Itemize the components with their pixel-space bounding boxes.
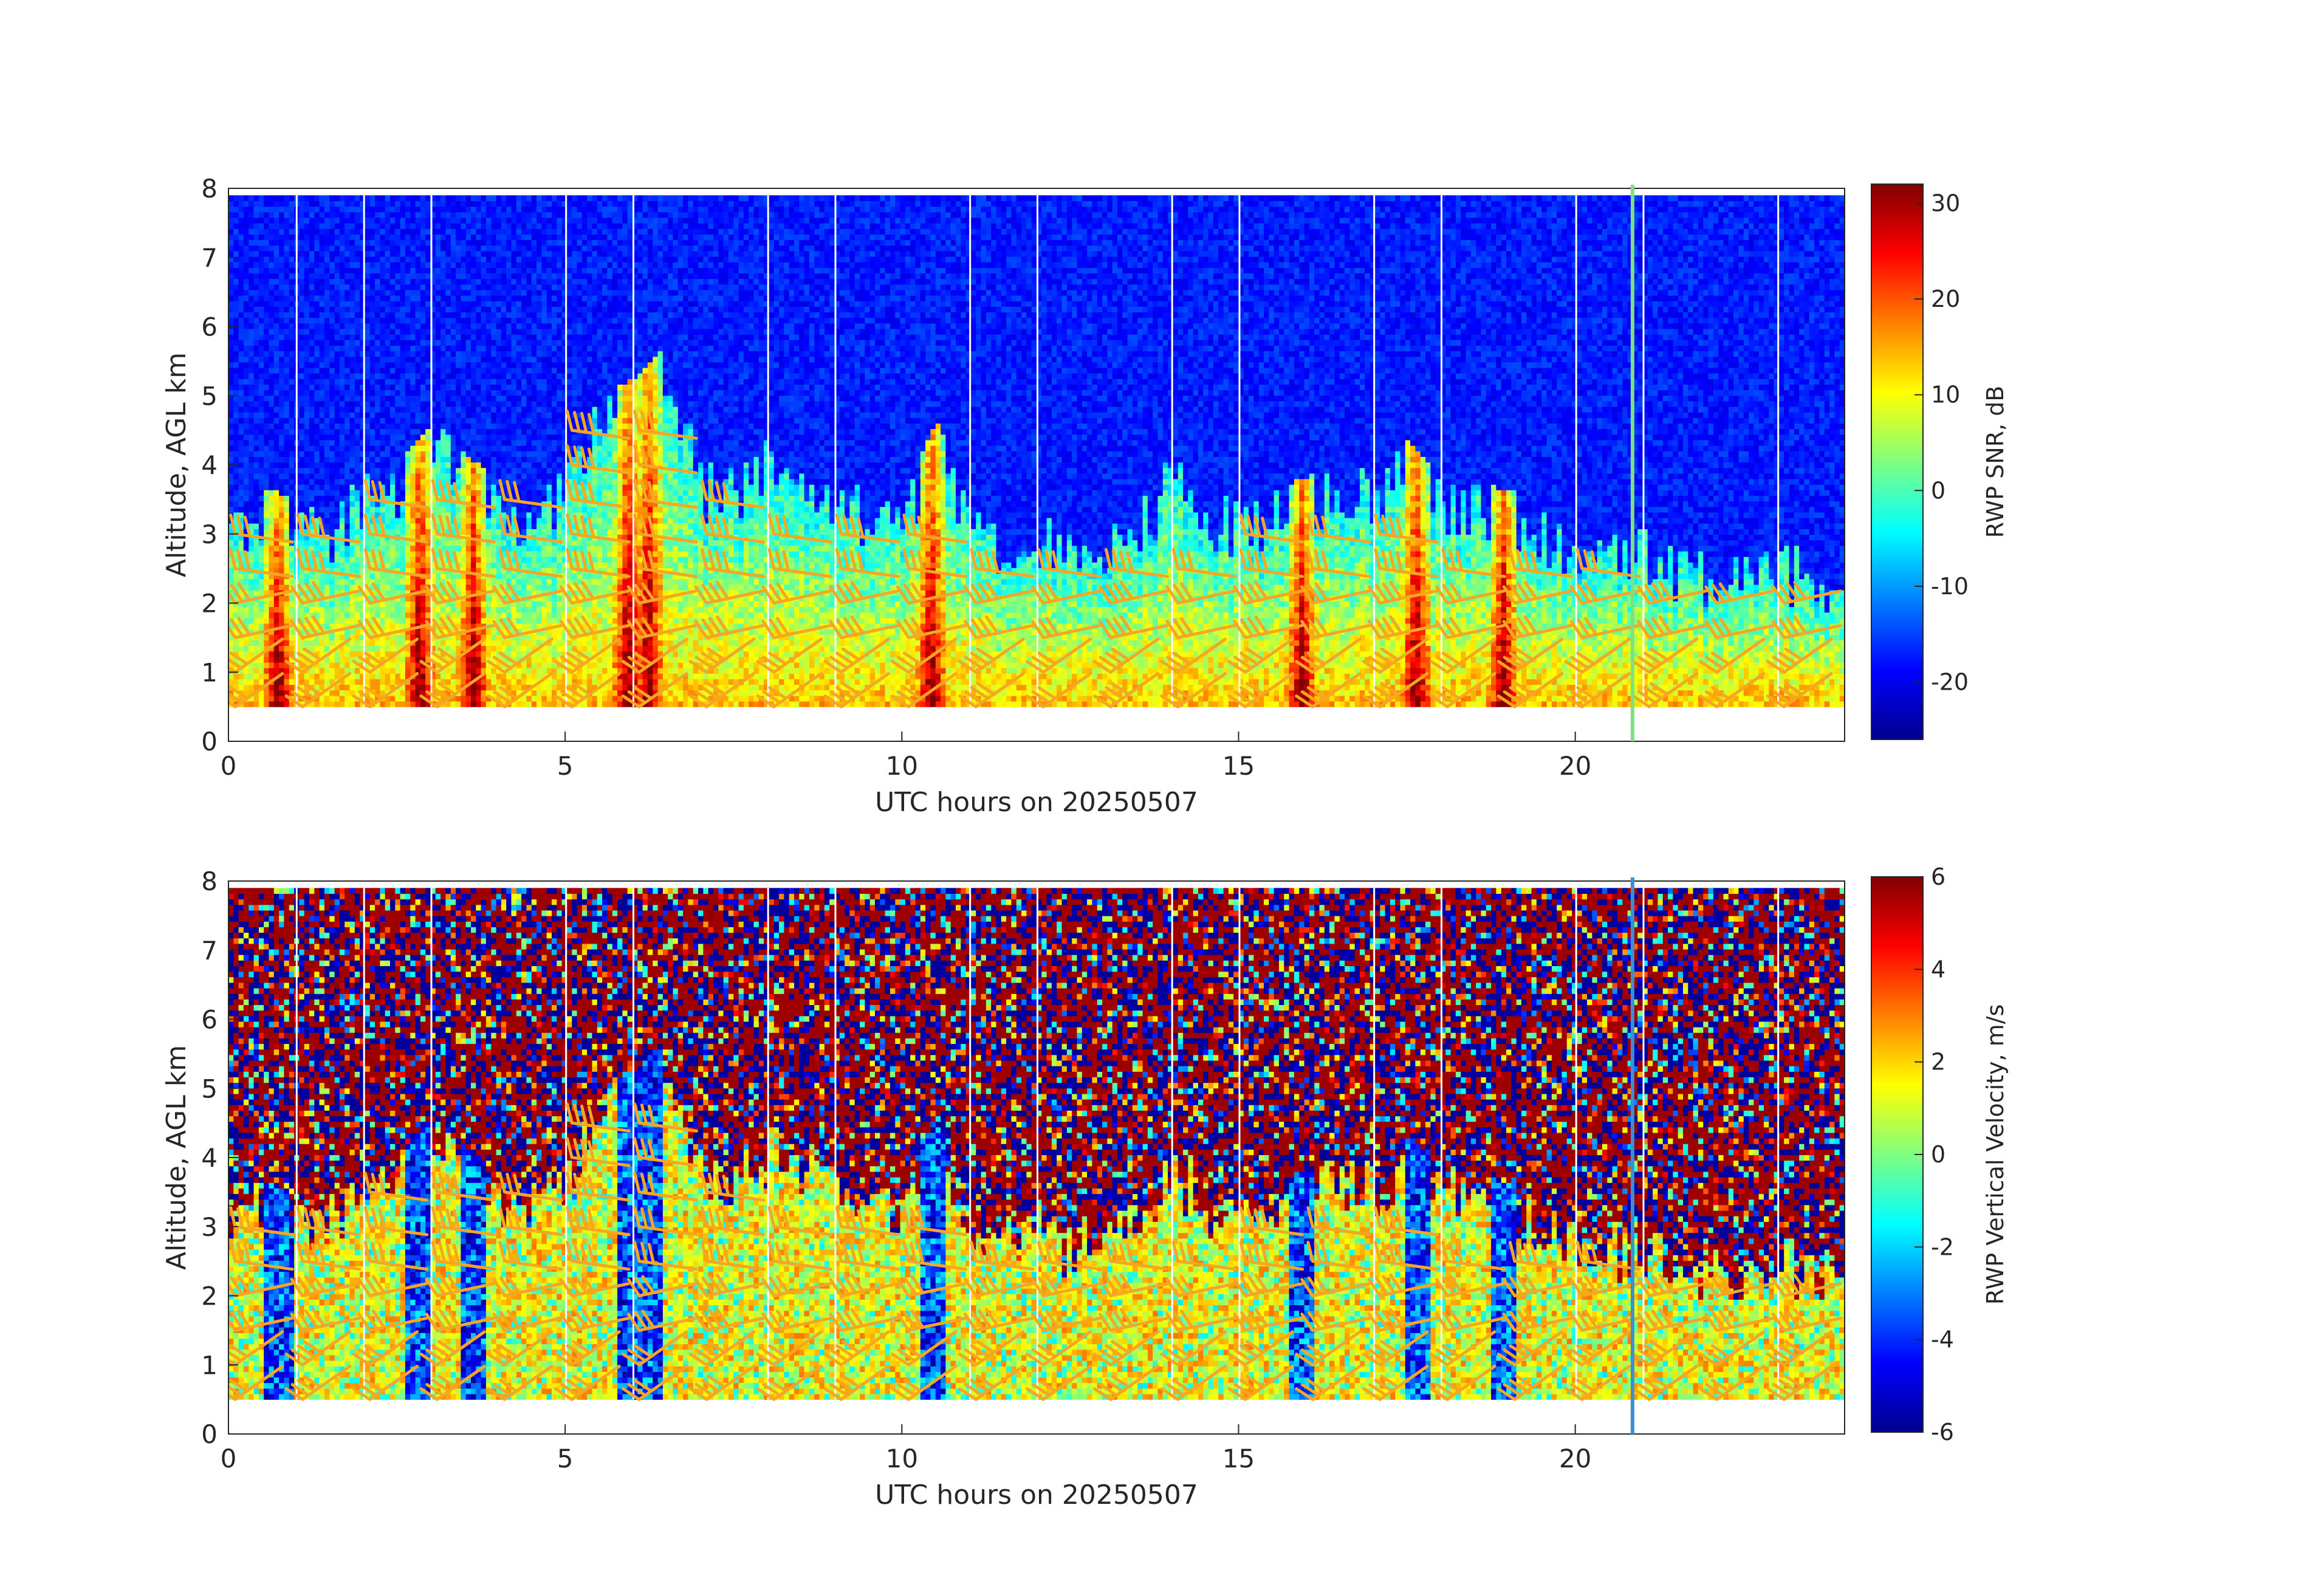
x-tick-label: 15 xyxy=(1222,1444,1255,1473)
snr-y-axis-label: Altitude, AGL km xyxy=(161,352,192,577)
colorbar-tick-label: 4 xyxy=(1931,956,1945,983)
x-tick-label: 5 xyxy=(557,1444,574,1473)
y-tick-label: 3 xyxy=(201,520,218,549)
x-tick-label: 20 xyxy=(1559,1444,1591,1473)
y-tick-label: 1 xyxy=(201,1350,218,1380)
y-tick-label: 6 xyxy=(201,1005,218,1035)
velocity-x-axis-label: UTC hours on 20250507 xyxy=(875,1480,1198,1511)
snr-colorbar-label: RWP SNR, dB xyxy=(1982,386,2009,538)
y-tick-label: 5 xyxy=(201,381,218,411)
y-tick-label: 0 xyxy=(201,1419,218,1449)
colorbar-tick-label: -20 xyxy=(1931,668,1969,695)
x-tick-label: 20 xyxy=(1559,751,1591,781)
velocity-y-axis-label: Altitude, AGL km xyxy=(161,1045,192,1270)
velocity-colorbar-label: RWP Vertical Velocity, m/s xyxy=(1982,1004,2009,1305)
snr-colorbar xyxy=(1871,184,1923,739)
y-tick-label: 8 xyxy=(201,866,218,896)
time-marker-line xyxy=(1631,185,1634,741)
colorbar-tick-label: -10 xyxy=(1931,573,1969,600)
x-tick-label: 15 xyxy=(1222,751,1255,781)
x-tick-label: 0 xyxy=(221,751,237,781)
y-tick-label: 0 xyxy=(201,727,218,756)
colorbar-tick-label: -2 xyxy=(1931,1233,1954,1260)
colorbar-tick-label: 0 xyxy=(1931,477,1945,504)
y-tick-label: 2 xyxy=(201,589,218,619)
time-marker-line xyxy=(1631,877,1634,1434)
y-tick-label: 2 xyxy=(201,1281,218,1311)
panel-snr: 0 5 10 15 20 0 1 2 3 4 5 6 7 8 UTC hours on 20250507… xyxy=(161,174,2009,818)
colorbar-tick-label: 10 xyxy=(1931,382,1960,408)
y-tick-label: 7 xyxy=(201,936,218,966)
y-tick-label: 7 xyxy=(201,243,218,273)
y-tick-label: 5 xyxy=(201,1074,218,1103)
x-tick-label: 5 xyxy=(557,751,574,781)
colorbar-tick-label: 0 xyxy=(1931,1141,1945,1168)
y-tick-label: 4 xyxy=(201,450,218,480)
colorbar-tick-label: 20 xyxy=(1931,286,1960,312)
snr-x-axis-label: UTC hours on 20250507 xyxy=(875,787,1198,818)
colorbar-tick-label: 6 xyxy=(1931,863,1945,890)
y-tick-label: 4 xyxy=(201,1143,218,1173)
colorbar-tick-label: 30 xyxy=(1931,190,1960,217)
colorbar-tick-label: -4 xyxy=(1931,1326,1954,1353)
y-tick-label: 6 xyxy=(201,312,218,342)
x-tick-label: 10 xyxy=(886,751,918,781)
x-tick-label: 10 xyxy=(886,1444,918,1473)
colorbar-tick-label: 2 xyxy=(1931,1049,1945,1075)
y-tick-label: 8 xyxy=(201,174,218,204)
y-tick-label: 1 xyxy=(201,657,218,687)
y-tick-label: 3 xyxy=(201,1212,218,1242)
colorbar-tick-label: -6 xyxy=(1931,1419,1954,1446)
x-tick-label: 0 xyxy=(221,1444,237,1473)
